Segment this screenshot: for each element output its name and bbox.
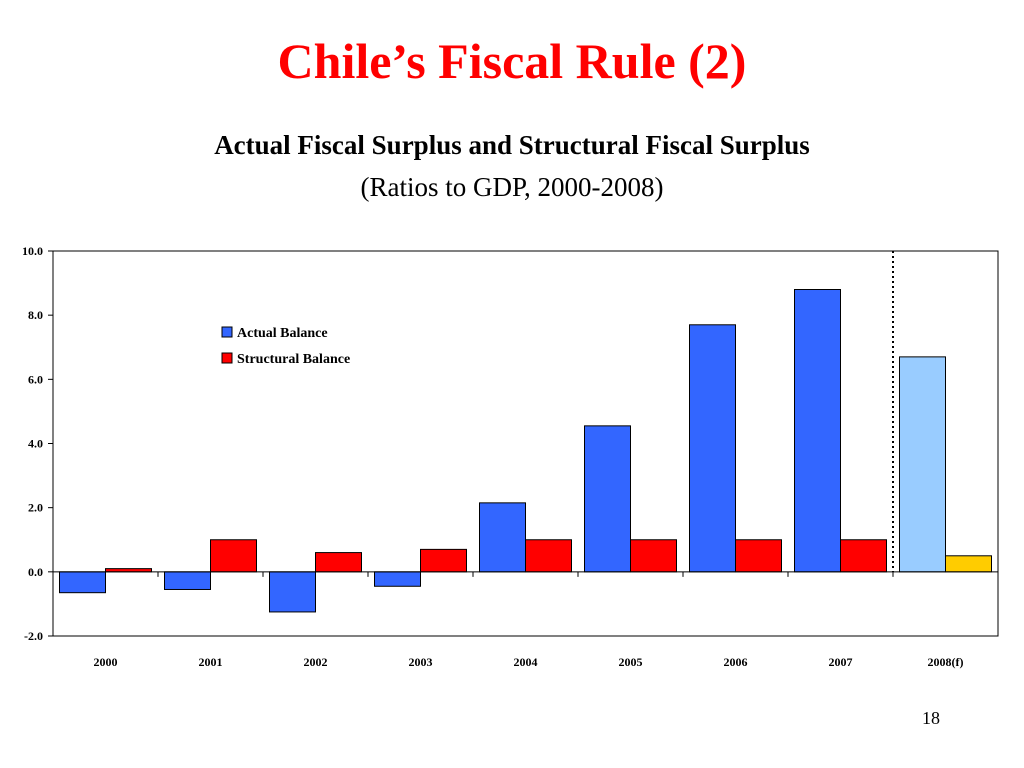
x-tick-label: 2006 [724,655,748,669]
actual-balance-bar-2008(f) [899,356,946,573]
chart-subtitle: (Ratios to GDP, 2000-2008) [360,172,664,202]
actual-balance-bar-2005 [584,425,631,573]
y-tick-label: 10.0 [22,244,43,258]
x-tick-label: 2003 [409,655,433,669]
y-tick-label: 6.0 [28,372,43,386]
legend-swatch-structural [221,352,233,364]
x-tick-label: 2002 [304,655,328,669]
actual-balance-bar-2000 [59,571,106,594]
x-tick-label: 2005 [619,655,643,669]
x-tick-label: 2004 [514,655,538,669]
actual-balance-bar-2004 [479,502,526,573]
legend-swatch-actual [221,326,233,338]
chart-title: Actual Fiscal Surplus and Structural Fis… [214,130,810,160]
x-tick-label: 2000 [94,655,118,669]
slide-title: Chile’s Fiscal Rule (2) [277,33,747,89]
structural-balance-bar-2004 [525,539,572,573]
legend-label-actual: Actual Balance [237,326,328,341]
structural-balance-bar-2003 [420,548,467,573]
structural-balance-bar-2008(f) [945,555,992,573]
actual-balance-bar-2006 [689,324,736,573]
y-tick-label: 0.0 [28,565,43,579]
page-number: 18 [922,708,940,728]
y-tick-label: 4.0 [28,437,43,451]
x-tick-label: 2001 [199,655,223,669]
structural-balance-bar-2002 [315,552,362,573]
y-tick-label: -2.0 [24,629,43,643]
actual-balance-bar-2002 [269,571,316,613]
actual-balance-bar-2007 [794,289,841,573]
y-tick-label: 8.0 [28,308,43,322]
structural-balance-bar-2007 [840,539,887,573]
structural-balance-bar-2001 [210,539,257,573]
x-tick-label: 2008(f) [928,655,964,669]
x-tick-label: 2007 [829,655,853,669]
actual-balance-bar-2001 [164,571,211,590]
actual-balance-bar-2003 [374,571,421,587]
y-tick-label: 2.0 [28,501,43,515]
legend-label-structural: Structural Balance [237,352,350,367]
structural-balance-bar-2006 [735,539,782,573]
structural-balance-bar-2005 [630,539,677,573]
